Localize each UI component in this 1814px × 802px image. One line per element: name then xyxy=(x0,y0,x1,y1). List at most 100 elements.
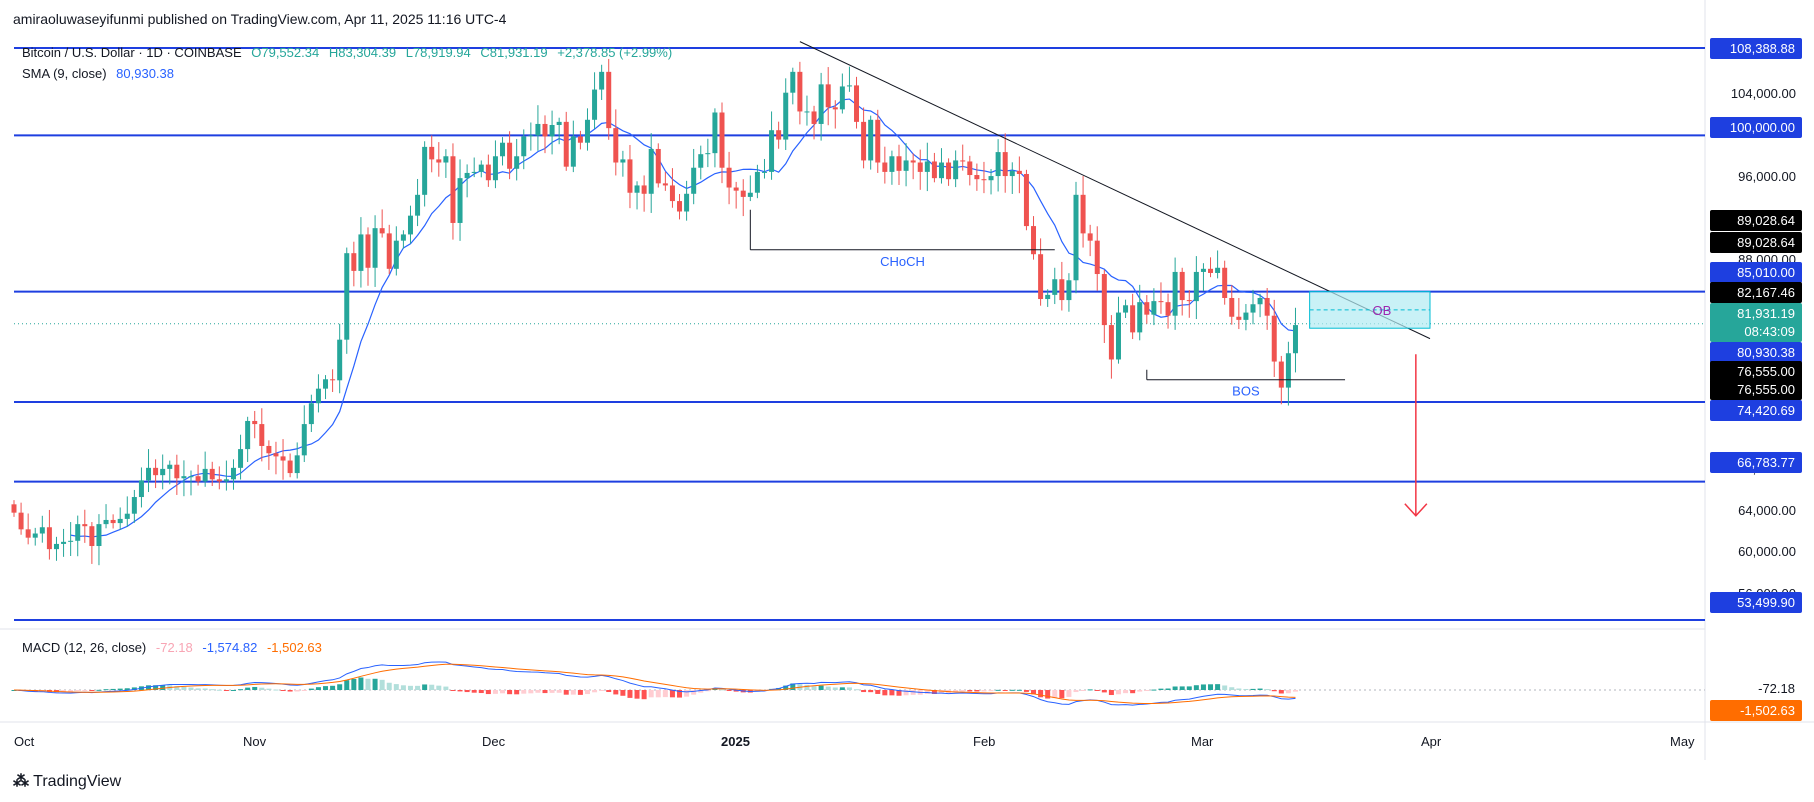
candle xyxy=(875,109,881,173)
candle-body xyxy=(422,146,428,195)
candle-body xyxy=(330,379,336,381)
ohlc-high: H83,304.39 xyxy=(328,45,397,60)
macd-histogram-bar xyxy=(75,690,81,691)
macd-label: MACD (12, 26, close) xyxy=(22,640,147,655)
candle xyxy=(273,441,279,475)
macd-histogram-bar xyxy=(1215,684,1221,690)
candle-body xyxy=(252,420,258,425)
macd-histogram-bar xyxy=(733,690,739,692)
macd-histogram-bar xyxy=(818,685,824,690)
candle-body xyxy=(1137,302,1143,333)
candle-body xyxy=(790,71,796,93)
candle-body xyxy=(953,160,959,180)
candle xyxy=(68,522,74,557)
macd-histogram-bar xyxy=(804,684,810,690)
candle xyxy=(549,110,555,155)
symbol-title[interactable]: Bitcoin / U.S. Dollar · 1D · COINBASE xyxy=(22,45,242,60)
candle-body xyxy=(223,479,229,482)
candle-body xyxy=(861,121,867,161)
candle xyxy=(103,504,109,529)
candle xyxy=(138,467,144,508)
candle-body xyxy=(910,160,916,163)
candle-body xyxy=(570,136,576,167)
price-label-black: 89,028.64 xyxy=(1710,232,1802,253)
macd-histogram-bar xyxy=(96,689,102,691)
price-tick: 64,000.00 xyxy=(1738,502,1796,518)
macd-legend[interactable]: MACD (12, 26, close) -72.18 -1,574.82 -1… xyxy=(22,640,328,655)
macd-histogram-bar xyxy=(868,690,874,693)
candle-body xyxy=(1023,173,1029,227)
candle xyxy=(280,439,286,480)
candle xyxy=(1016,156,1022,194)
candle-body xyxy=(103,519,109,525)
macd-histogram-bar xyxy=(337,684,343,690)
candle xyxy=(924,142,930,192)
macd-histogram-bar xyxy=(103,689,109,691)
sma-legend[interactable]: SMA (9, close) 80,930.38 xyxy=(22,66,180,81)
candle xyxy=(776,121,782,149)
candle xyxy=(330,369,336,392)
candle xyxy=(386,224,392,275)
candle-body xyxy=(259,424,265,446)
candle-body xyxy=(39,527,45,534)
candle xyxy=(117,507,123,530)
candle xyxy=(1094,226,1100,291)
macd-histogram-bar xyxy=(1073,690,1079,693)
macd-histogram-bar xyxy=(854,689,860,691)
candle-body xyxy=(372,228,378,268)
macd-histogram-bar xyxy=(223,690,229,691)
candle xyxy=(25,513,31,545)
candle-body xyxy=(719,112,725,168)
macd-histogram-bar xyxy=(160,685,166,690)
candle-body xyxy=(245,420,251,450)
candle-body xyxy=(323,379,329,389)
candle xyxy=(1073,181,1079,294)
candle xyxy=(1172,257,1178,330)
candle-body xyxy=(32,533,38,538)
candle xyxy=(195,464,201,486)
macd-histogram-bar xyxy=(931,690,937,694)
candle-body xyxy=(726,167,732,188)
macd-histogram-bar xyxy=(542,690,548,694)
candle xyxy=(967,155,973,186)
candle xyxy=(882,146,888,184)
macd-histogram-bar xyxy=(471,690,477,693)
candle xyxy=(641,175,647,212)
macd-histogram-bar xyxy=(627,690,633,698)
candle-body xyxy=(1292,325,1298,354)
macd-histogram-bar xyxy=(450,690,456,691)
macd-histogram-bar xyxy=(372,678,378,690)
candle-body xyxy=(1229,297,1235,317)
candle xyxy=(953,150,959,188)
candle-body xyxy=(471,171,477,173)
candle-body xyxy=(507,142,513,169)
candle-body xyxy=(181,476,187,479)
macd-histogram-bar xyxy=(599,690,605,691)
candle xyxy=(1080,176,1086,248)
macd-histogram-bar xyxy=(315,687,321,690)
macd-histogram-bar xyxy=(1271,690,1277,692)
candle xyxy=(259,408,265,462)
candle xyxy=(146,449,152,493)
candle-body xyxy=(358,234,364,271)
candle-body xyxy=(1130,305,1136,333)
macd-histogram-bar xyxy=(415,685,421,690)
macd-histogram-bar xyxy=(1009,689,1015,691)
macd-histogram-bar xyxy=(903,690,909,696)
candle-body xyxy=(903,160,909,171)
macd-histogram-bar xyxy=(648,690,654,698)
macd-histogram-bar xyxy=(216,689,222,691)
candle xyxy=(1137,284,1143,341)
candle xyxy=(485,154,491,187)
candle-body xyxy=(315,388,321,404)
candle xyxy=(988,168,994,195)
candle-body xyxy=(712,112,718,154)
macd-histogram-bar xyxy=(245,687,251,690)
candle-body xyxy=(301,424,307,456)
candle-body xyxy=(89,526,95,547)
candle xyxy=(75,515,81,557)
macd-histogram-bar xyxy=(1285,690,1291,694)
macd-histogram-bar xyxy=(358,677,364,690)
candle xyxy=(1052,267,1058,305)
